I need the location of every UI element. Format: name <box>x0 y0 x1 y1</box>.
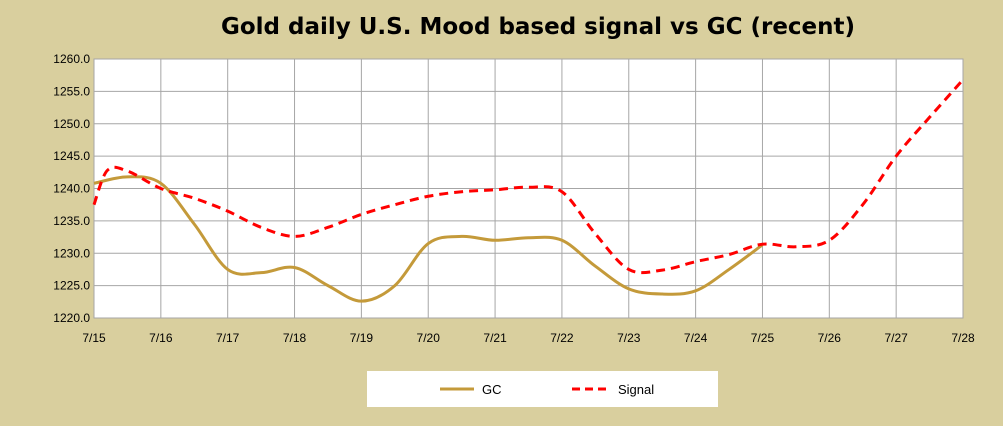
x-tick-label: 7/23 <box>617 331 641 345</box>
y-tick-label: 1245.0 <box>53 149 90 163</box>
x-tick-label: 7/18 <box>283 331 307 345</box>
gc-line-swatch <box>440 387 474 391</box>
axes: 1220.0 1225.0 1230.0 1235.0 1240.0 1245.0 1250… <box>53 52 975 345</box>
chart-title: Gold daily U.S. Mood based signal vs GC … <box>220 14 856 40</box>
x-tick-label: 7/16 <box>149 331 173 345</box>
legend-item-gc: GC <box>440 371 502 407</box>
x-tick-label: 7/15 <box>82 331 106 345</box>
legend-label-signal: Signal <box>618 381 655 397</box>
plot-border <box>93 58 964 319</box>
y-tick-label: 1235.0 <box>53 214 90 228</box>
y-tick-label: 1260.0 <box>53 52 90 66</box>
x-tick-label: 7/26 <box>818 331 842 345</box>
signal-line-swatch <box>572 387 610 391</box>
legend: GC Signal <box>367 371 718 407</box>
y-tick-label: 1220.0 <box>53 311 90 325</box>
legend-label-gc: GC <box>482 381 502 397</box>
y-tick-label: 1240.0 <box>53 182 90 196</box>
y-tick-label: 1230.0 <box>53 246 90 260</box>
x-tick-label: 7/24 <box>684 331 708 345</box>
x-tick-label: 7/17 <box>216 331 240 345</box>
y-tick-label: 1250.0 <box>53 117 90 131</box>
legend-item-signal: Signal <box>572 371 654 407</box>
x-tick-label: 7/22 <box>550 331 574 345</box>
gridlines <box>93 58 964 319</box>
series-line-gc <box>93 175 764 303</box>
x-tick-label: 7/20 <box>417 331 441 345</box>
x-tick-label: 7/19 <box>350 331 374 345</box>
x-tick-label: 7/21 <box>483 331 507 345</box>
x-tick-label: 7/27 <box>884 331 908 345</box>
y-tick-label: 1255.0 <box>53 84 90 98</box>
y-tick-label: 1225.0 <box>53 279 90 293</box>
x-tick-label: 7/25 <box>751 331 775 345</box>
series-lines <box>92 78 965 303</box>
x-tick-label: 7/28 <box>951 331 975 345</box>
